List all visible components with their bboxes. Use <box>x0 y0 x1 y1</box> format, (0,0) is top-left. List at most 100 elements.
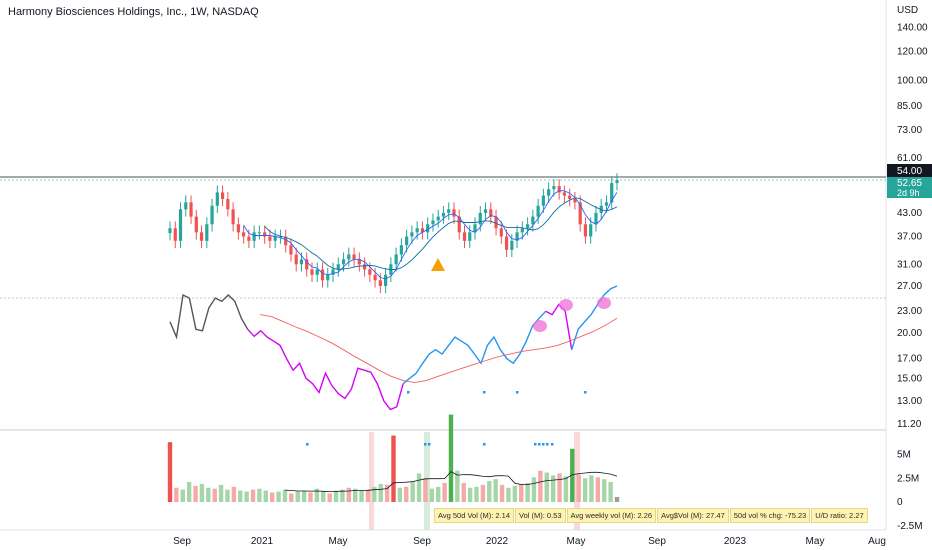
candle-body <box>357 259 361 265</box>
price-tick-label: 37.00 <box>897 232 922 243</box>
stats-item: Vol (M): 0.53 <box>515 508 566 523</box>
volume-bar <box>365 489 371 502</box>
candle-body <box>384 274 388 286</box>
volume-bar <box>295 491 300 502</box>
candle-body <box>526 224 530 229</box>
volume-bar <box>231 486 237 502</box>
price-tick-label: 120.00 <box>897 47 928 58</box>
candle-body <box>273 236 277 241</box>
candle-body <box>489 209 493 217</box>
volume-bar <box>333 490 339 502</box>
volume-bar <box>269 492 275 502</box>
volume-bar <box>576 474 581 502</box>
volume-dot <box>424 443 427 446</box>
rs-line-gray <box>169 293 249 340</box>
volume-highlight-band <box>369 432 374 530</box>
time-tick-label: May <box>806 536 825 547</box>
stats-bar: Avg 50d Vol (M): 2.14 Vol (M): 0.53 Avg we… <box>434 508 869 523</box>
price-tick-label: 100.00 <box>897 75 928 86</box>
price-tick-label: 27.00 <box>897 281 922 292</box>
last-price-label: 52.65 <box>897 178 922 189</box>
candle-body <box>468 232 472 241</box>
candle-body <box>289 245 293 255</box>
candle-body <box>378 280 382 286</box>
candle-body <box>257 232 261 234</box>
volume-bar <box>301 490 307 502</box>
volume-dot <box>542 443 545 446</box>
stats-item: Avg$Vol (M): 27.47 <box>657 508 729 523</box>
candle-body <box>194 216 198 233</box>
candle-body <box>436 216 440 221</box>
chart-title: Harmony Biosciences Holdings, Inc., 1W, … <box>8 6 259 18</box>
volume-bar <box>257 488 262 502</box>
volume-bar <box>557 473 562 502</box>
rs-line-magenta <box>545 303 573 350</box>
volume-bar <box>308 492 313 502</box>
price-tick-label: 140.00 <box>897 23 928 34</box>
volume-bar <box>448 414 454 502</box>
candle-body <box>457 216 461 233</box>
rs-ma-line <box>259 314 618 384</box>
volume-bar <box>352 488 358 502</box>
candle-body <box>494 216 498 229</box>
candle-body <box>236 224 240 233</box>
volume-bar <box>404 486 409 502</box>
rs-new-high-highlight <box>533 320 547 332</box>
stats-item: Avg weekly vol (M): 2.26 <box>566 508 657 523</box>
candle-body <box>336 264 340 270</box>
volume-bar <box>244 491 249 502</box>
candle-body <box>541 195 545 206</box>
volume-tick-label: 0 <box>897 497 903 508</box>
price-tick-label: 61.00 <box>897 153 922 164</box>
buy-signal-triangle <box>431 258 445 271</box>
volume-bar <box>193 485 198 502</box>
candle-body <box>347 254 351 260</box>
volume-bar <box>289 493 294 502</box>
crosshair-price-label: 54.00 <box>897 166 922 177</box>
volume-bar <box>499 484 505 502</box>
candle-body <box>583 224 588 237</box>
candle-body <box>552 186 556 190</box>
rs-line-blue <box>571 285 618 350</box>
price-tick-label: 73.00 <box>897 125 922 136</box>
volume-bar <box>480 484 486 502</box>
candle-body <box>452 209 456 217</box>
volume-bar <box>423 478 428 502</box>
volume-dot <box>538 443 541 446</box>
volume-bar <box>321 491 326 502</box>
candle-body <box>263 232 267 237</box>
rs-new-high-highlight <box>559 299 573 311</box>
candle-body <box>510 240 514 250</box>
time-tick-label: 2023 <box>724 536 747 547</box>
volume-bar <box>614 496 620 502</box>
candle-body <box>268 236 272 241</box>
volume-bar <box>180 489 185 502</box>
candle-body <box>604 202 609 206</box>
candle-body <box>178 209 183 241</box>
rs-dot <box>516 391 519 394</box>
volume-bar <box>525 483 530 502</box>
candle-body <box>205 224 209 241</box>
volume-bar <box>506 487 511 502</box>
candle-body <box>515 232 519 241</box>
candle-body <box>462 232 467 241</box>
volume-bar <box>212 488 217 502</box>
volume-bar <box>238 490 243 502</box>
stats-item: Avg 50d Vol (M): 2.14 <box>434 508 514 523</box>
last-price-tag <box>887 177 932 198</box>
volume-bar <box>563 476 569 502</box>
volume-dot <box>428 443 431 446</box>
candle-body <box>520 228 524 233</box>
volume-ma-line <box>284 471 618 493</box>
candle-body <box>299 259 304 265</box>
volume-bar <box>487 481 492 502</box>
candle-body <box>615 180 619 184</box>
price-tick-label: 43.00 <box>897 208 922 219</box>
volume-dot <box>551 443 554 446</box>
candle-body <box>362 264 367 270</box>
time-tick-label: May <box>567 536 586 547</box>
candle-body <box>483 209 488 213</box>
volume-dot <box>306 443 309 446</box>
candle-body <box>220 192 225 199</box>
